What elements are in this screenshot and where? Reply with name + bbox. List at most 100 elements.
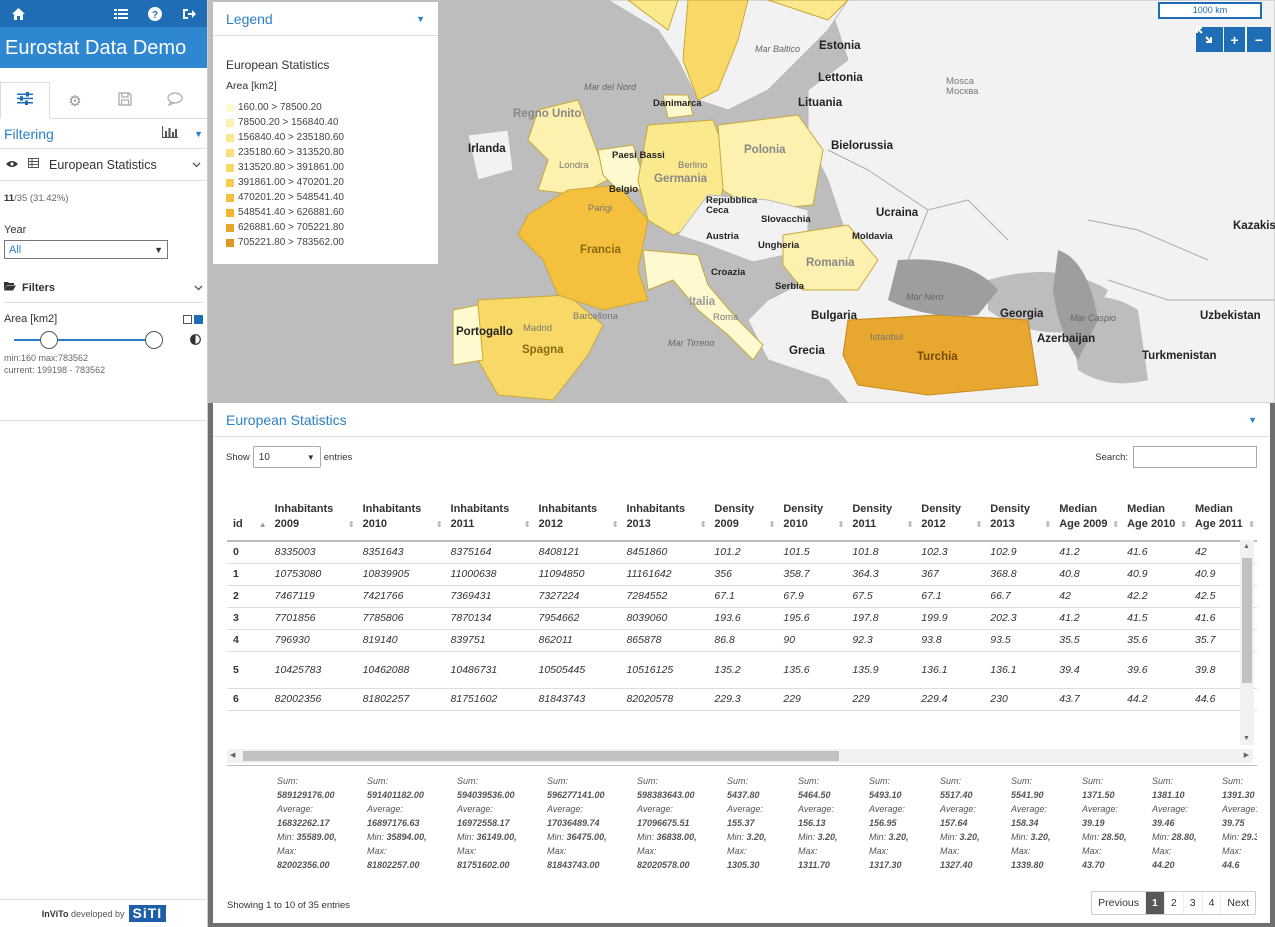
- table-row[interactable]: 3 7701856 7785806 7870134 7954662 8039060 193.…: [227, 607, 1257, 630]
- fullscreen-button[interactable]: [1196, 27, 1223, 52]
- page-button[interactable]: 4: [1201, 892, 1221, 914]
- entries-value: 10: [258, 451, 270, 463]
- filters-header[interactable]: Filters: [4, 281, 203, 303]
- table-cell: 81802257: [356, 688, 445, 711]
- column-header[interactable]: Density 2012 ⬍: [915, 481, 985, 542]
- filter-count: 11/35 (31.42%): [4, 193, 69, 204]
- search-input[interactable]: [1133, 446, 1257, 468]
- list-icon[interactable]: [109, 4, 133, 24]
- eye-icon[interactable]: [6, 159, 18, 171]
- slider-handle-max[interactable]: [145, 331, 163, 349]
- scroll-thumb[interactable]: [243, 751, 839, 761]
- scroll-up-icon[interactable]: ▲: [1243, 543, 1250, 550]
- scroll-right-icon[interactable]: ▶: [1243, 752, 1249, 759]
- legend-item-label: 626881.60 > 705221.80: [238, 222, 344, 233]
- column-header[interactable]: Inhabitants 2011 ⬍: [444, 481, 533, 542]
- slider-handle-min[interactable]: [40, 331, 58, 349]
- tab-comments[interactable]: [150, 82, 200, 119]
- table-cell: 40.8: [1053, 563, 1122, 586]
- chevron-down-icon[interactable]: [194, 283, 203, 293]
- scroll-down-icon[interactable]: ▼: [1243, 735, 1250, 742]
- map-label: Turkmenistan: [1142, 350, 1217, 362]
- column-header[interactable]: Inhabitants 2012 ⬍: [532, 481, 621, 542]
- legend-swatch: [226, 133, 234, 142]
- sort-icon: ⬍: [975, 520, 983, 529]
- bar-chart-icon[interactable]: [161, 126, 179, 141]
- entries-select[interactable]: 10 ▼: [252, 446, 321, 468]
- contrast-icon[interactable]: [190, 334, 201, 348]
- table-row[interactable]: 1 10753080 10839905 11000638 11094850 1116164…: [227, 563, 1257, 586]
- caret-down-icon[interactable]: ▼: [194, 128, 203, 139]
- column-header[interactable]: Density 2013 ⬍: [984, 481, 1054, 542]
- page-button[interactable]: 1: [1145, 892, 1164, 914]
- page-button[interactable]: 2: [1163, 892, 1183, 914]
- column-header[interactable]: id ▲: [227, 481, 269, 542]
- checkbox-checked-icon[interactable]: [194, 314, 203, 324]
- table-row[interactable]: 4 796930 819140 839751 862011 865878 86.8 90 92.…: [227, 629, 1257, 652]
- legend-swatch: [226, 118, 234, 127]
- column-header[interactable]: Median Age 2009 ⬍: [1053, 481, 1122, 542]
- table-row[interactable]: 2 7467119 7421766 7369431 7327224 7284552 67.1…: [227, 585, 1257, 608]
- column-header[interactable]: Inhabitants 2009 ⬍: [268, 481, 357, 542]
- logout-icon[interactable]: [177, 4, 201, 24]
- map-label: Paesi Bassi: [612, 150, 665, 161]
- map-sea-label: Mar Nero: [906, 292, 944, 302]
- legend-field-name: Area [km2]: [226, 80, 277, 92]
- home-icon[interactable]: [6, 4, 30, 24]
- vertical-scrollbar[interactable]: ▲ ▼: [1240, 540, 1254, 745]
- horizontal-scrollbar[interactable]: ◀ ▶: [227, 749, 1253, 763]
- sort-icon: ⬍: [837, 520, 845, 529]
- table-cell: 41.2: [1053, 607, 1122, 630]
- page-button[interactable]: 3: [1182, 892, 1202, 914]
- legend-item: 548541.40 > 626881.60: [226, 205, 425, 220]
- area-minmax: min:160 max:783562: [4, 353, 89, 363]
- table-row[interactable]: 0 8335003 8351643 8375164 8408121 8451860 101.…: [227, 541, 1257, 564]
- scroll-thumb[interactable]: [1242, 558, 1252, 683]
- table-cell: 862011: [532, 629, 621, 652]
- legend-item: 313520.80 > 391861.00: [226, 160, 425, 175]
- map-city-label: Barcellona: [573, 311, 618, 322]
- siti-logo[interactable]: SiTI: [128, 905, 167, 922]
- scroll-left-icon[interactable]: ◀: [230, 752, 236, 759]
- help-icon[interactable]: ?: [143, 4, 167, 24]
- table-cell: 8351643: [356, 541, 445, 564]
- zoom-out-button[interactable]: −: [1247, 27, 1271, 52]
- table-cell: 10505445: [532, 651, 621, 689]
- column-header[interactable]: Inhabitants 2010 ⬍: [356, 481, 445, 542]
- floppy-icon: [118, 91, 132, 110]
- area-range-slider[interactable]: [4, 329, 203, 351]
- column-header[interactable]: Density 2011 ⬍: [846, 481, 916, 542]
- caret-down-icon[interactable]: ▼: [416, 13, 425, 24]
- column-header[interactable]: Density 2010 ⬍: [777, 481, 847, 542]
- table-row[interactable]: 6 82002356 81802257 81751602 81843743 8202057…: [227, 688, 1257, 711]
- tab-filtering[interactable]: [0, 82, 50, 119]
- legend-item: 705221.80 > 783562.00: [226, 235, 425, 250]
- zoom-in-button[interactable]: +: [1224, 27, 1245, 52]
- map-label: Bulgaria: [811, 310, 858, 322]
- table-panel-header[interactable]: European Statistics ▼: [213, 403, 1270, 437]
- map[interactable]: Estonia Lettonia Lituania Bielorussia Uc…: [208, 0, 1275, 403]
- top-toolbar: ?: [0, 0, 207, 27]
- column-header[interactable]: Median Age 2011 ⬍: [1188, 481, 1257, 542]
- legend-header[interactable]: Legend ▼: [213, 2, 438, 36]
- checkbox-icon[interactable]: [183, 314, 192, 324]
- tab-settings[interactable]: ⚙: [50, 82, 100, 119]
- legend-swatch: [226, 208, 234, 217]
- table-cell: 44.2: [1121, 688, 1189, 711]
- chevron-down-icon[interactable]: [192, 160, 201, 170]
- map-label: Austria: [706, 231, 739, 242]
- layer-row[interactable]: European Statistics: [0, 149, 207, 181]
- column-header[interactable]: Median Age 2010 ⬍: [1121, 481, 1189, 542]
- column-header[interactable]: Density 2009 ⬍: [708, 481, 778, 542]
- column-header-label: id: [233, 518, 243, 530]
- prev-page-button[interactable]: Previous: [1098, 897, 1140, 909]
- year-select[interactable]: All ▼: [4, 240, 168, 259]
- column-header[interactable]: Inhabitants 2013 ⬍: [620, 481, 709, 542]
- footer: InViTo developed by SiTI: [0, 899, 208, 927]
- caret-down-icon[interactable]: ▼: [1248, 414, 1257, 425]
- table-row[interactable]: 5 10425783 10462088 10486731 10505445 1051612…: [227, 651, 1257, 689]
- footer-text: developed by: [70, 908, 125, 919]
- tab-save[interactable]: [100, 82, 150, 119]
- next-page-button[interactable]: Next: [1220, 892, 1255, 914]
